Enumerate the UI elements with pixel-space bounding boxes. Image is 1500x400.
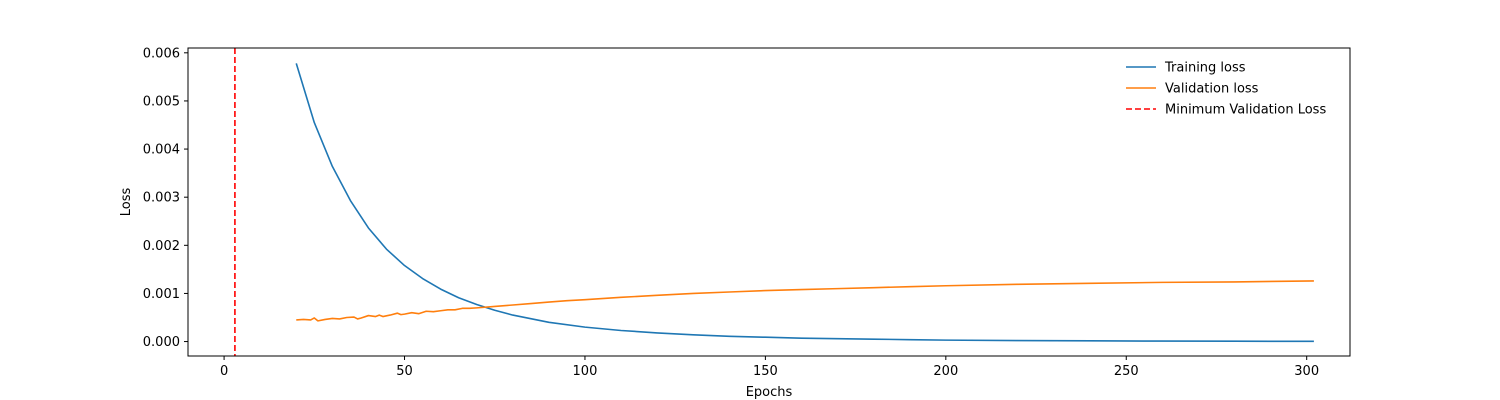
y-tick-label: 0.005 xyxy=(143,94,180,109)
legend-label-min-val: Minimum Validation Loss xyxy=(1165,103,1326,118)
x-axis-label: Epochs xyxy=(746,385,793,400)
plot-area xyxy=(234,48,1314,356)
legend-label-validation: Validation loss xyxy=(1165,82,1259,97)
x-tick-label: 50 xyxy=(396,364,413,379)
y-axis-label: Loss xyxy=(119,188,134,217)
y-tick-label: 0.001 xyxy=(143,287,180,302)
y-tick-label: 0.002 xyxy=(143,239,180,254)
training-loss-line xyxy=(295,63,1314,343)
y-tick-label: 0.004 xyxy=(143,143,180,158)
x-tick-label: 100 xyxy=(573,364,598,379)
y-axis-ticks: 0.000 0.001 0.002 0.003 0.004 0.005 0.006 xyxy=(143,46,188,350)
x-tick-label: 250 xyxy=(1114,364,1139,379)
x-axis-ticks: 0 50 100 150 200 250 300 xyxy=(220,356,1319,379)
plot-frame xyxy=(187,47,1351,357)
legend: Training loss Validation loss Minimum Va… xyxy=(1126,61,1326,118)
x-tick-label: 300 xyxy=(1294,364,1319,379)
x-tick-label: 200 xyxy=(933,364,958,379)
y-tick-label: 0.006 xyxy=(143,46,180,61)
y-tick-label: 0.000 xyxy=(143,335,180,350)
validation-loss-line xyxy=(296,280,1314,322)
x-tick-label: 150 xyxy=(753,364,778,379)
x-tick-label: 0 xyxy=(220,364,228,379)
y-tick-label: 0.003 xyxy=(143,191,180,206)
legend-label-training: Training loss xyxy=(1164,61,1246,76)
